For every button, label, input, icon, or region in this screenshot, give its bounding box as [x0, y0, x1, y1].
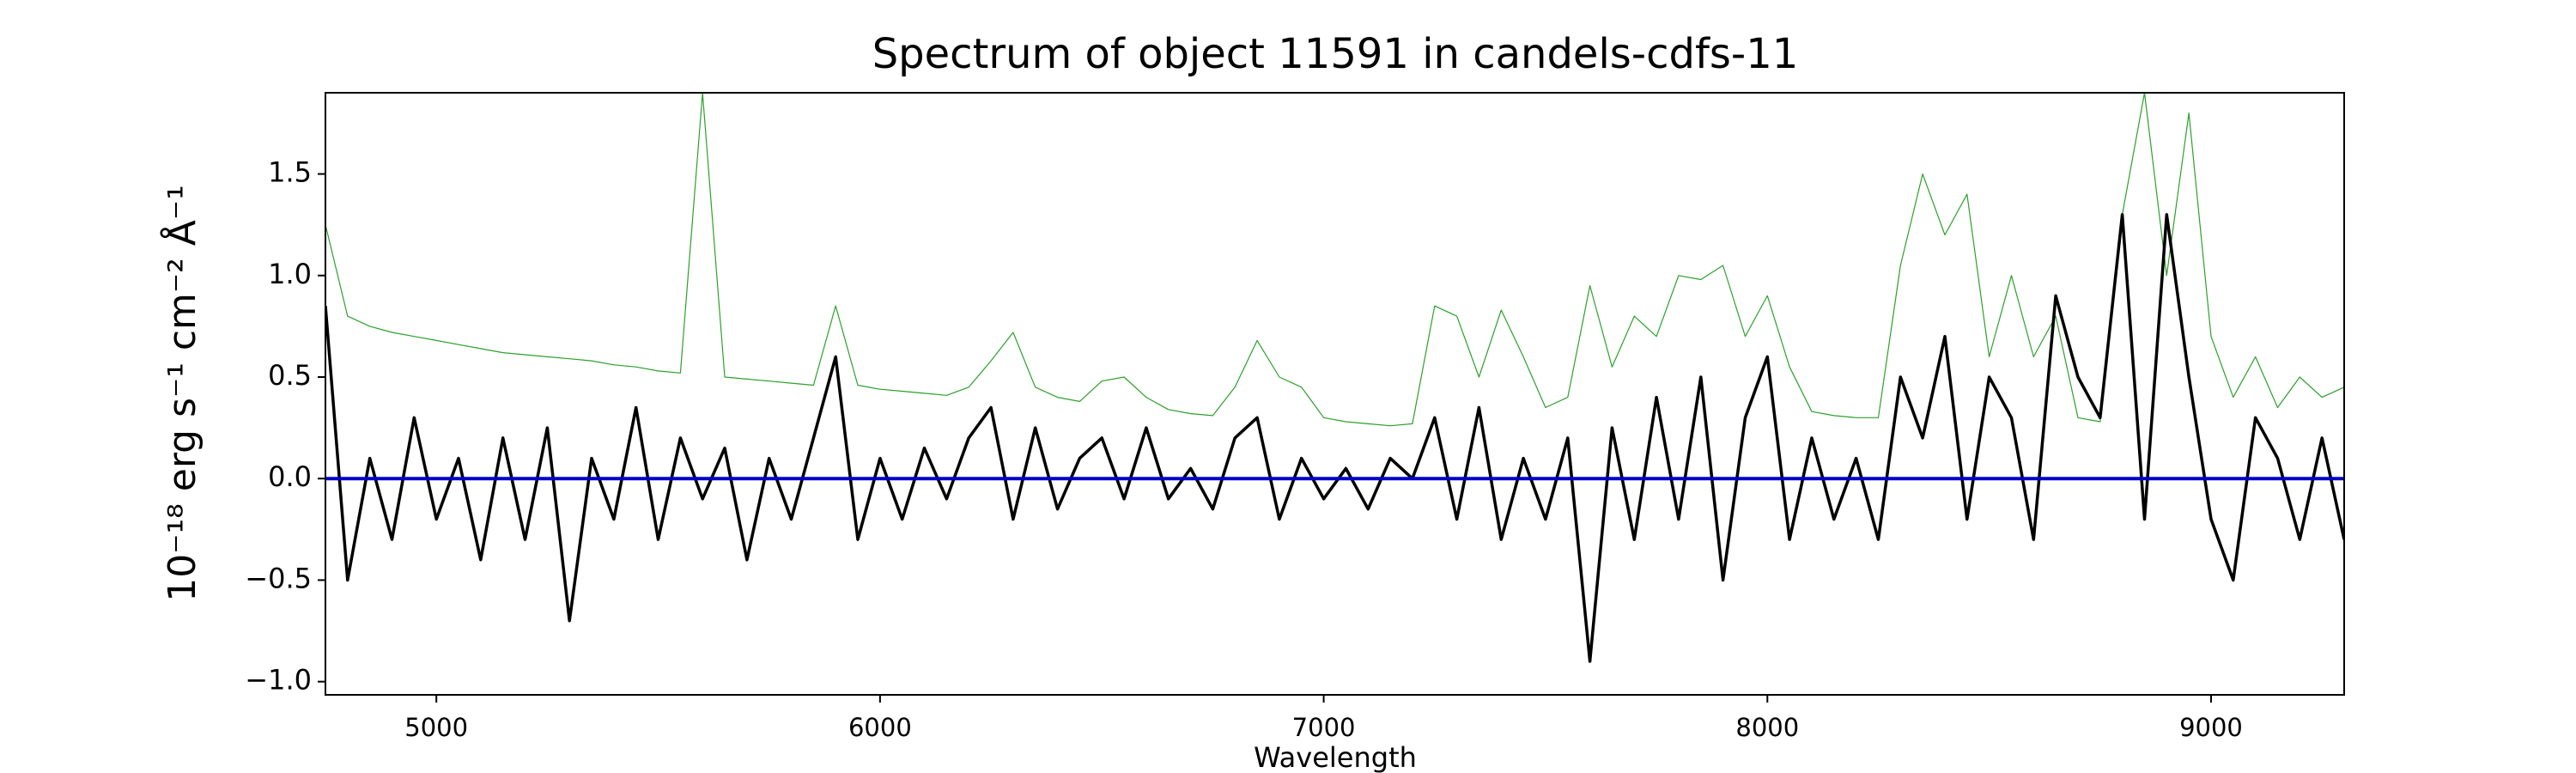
y-tick-label: −0.5	[245, 562, 312, 594]
y-tick-label: 1.5	[268, 156, 312, 189]
y-tick-label: 0.0	[268, 460, 312, 493]
plot-frame	[325, 92, 2345, 696]
chart-title: Spectrum of object 11591 in candels-cdfs…	[872, 30, 1799, 78]
x-tick-label: 5000	[404, 713, 468, 742]
y-axis-label: 10⁻¹⁸ erg s⁻¹ cm⁻² Å⁻¹	[159, 185, 204, 601]
x-tick-label: 6000	[848, 713, 912, 742]
x-axis-label: Wavelength	[1254, 741, 1417, 773]
y-tick-label: 1.0	[268, 258, 312, 290]
spectrum-line	[325, 213, 2344, 663]
y-tick-label: 0.5	[268, 359, 312, 392]
spectrum-line	[325, 93, 2344, 427]
x-tick-label: 7000	[1292, 713, 1356, 742]
x-tick-label: 8000	[1735, 713, 1799, 742]
y-tick-label: −1.0	[245, 664, 312, 697]
x-tick-label: 9000	[2179, 713, 2243, 742]
